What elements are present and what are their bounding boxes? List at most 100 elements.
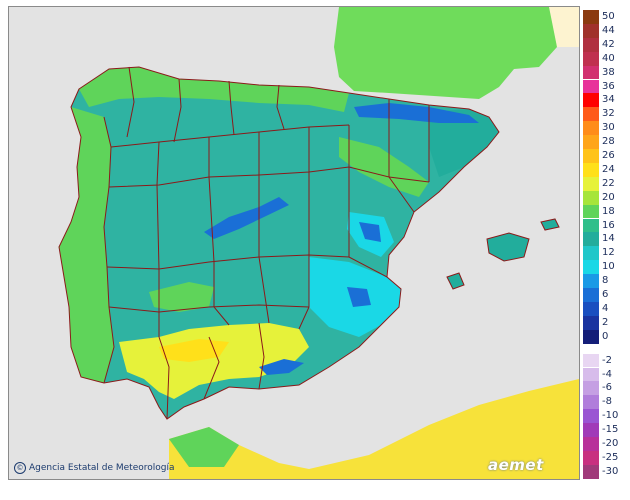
legend-swatch [583, 246, 599, 261]
guadalquivir-hot-zone [159, 339, 229, 362]
legend-label: 14 [602, 233, 615, 245]
legend-swatch [583, 464, 599, 479]
legend-row-negative: -4 [583, 367, 627, 382]
legend-label: 26 [602, 150, 615, 161]
legend-label: -2 [602, 354, 612, 366]
legend-swatch [583, 121, 599, 136]
legend-swatch [583, 395, 599, 410]
legend-swatch [583, 107, 599, 122]
balearic-menorca [541, 219, 559, 230]
levante-cold-spot [347, 287, 371, 307]
legend-row-positive: 44 [583, 23, 627, 38]
legend-label: 40 [602, 52, 615, 64]
legend-swatch [583, 135, 599, 149]
legend-row-positive: 28 [583, 135, 627, 149]
legend-row-positive: 36 [583, 79, 627, 94]
legend-label: 6 [602, 289, 609, 300]
legend-swatch [583, 437, 599, 451]
legend-swatch [583, 288, 599, 302]
legend-row-positive: 50 [583, 10, 627, 24]
central-system-zone [204, 197, 289, 239]
legend-swatch [583, 93, 599, 108]
legend-label: -20 [602, 438, 619, 449]
legend-label: 10 [602, 261, 615, 273]
pyrenees-cold-zone [354, 103, 479, 123]
legend-row-positive: 34 [583, 93, 627, 108]
legend-row-negative: -2 [583, 353, 627, 368]
legend-label: 8 [602, 275, 609, 287]
copyright-icon: © [14, 462, 26, 474]
legend-label: -6 [602, 382, 612, 394]
legend-label: -4 [602, 368, 612, 380]
legend-label: 4 [602, 302, 609, 314]
ebro-valley-zone [339, 137, 429, 197]
legend-swatch [583, 423, 599, 437]
legend-label: 18 [602, 205, 615, 217]
legend-swatch [583, 409, 599, 424]
iberian-system-peak [359, 222, 381, 242]
legend-row-negative: -8 [583, 395, 627, 410]
legend-row-positive: 16 [583, 218, 627, 233]
legend-swatch [583, 149, 599, 163]
legend-label: -8 [602, 396, 612, 408]
legend-row-positive: 6 [583, 288, 627, 302]
legend-row-negative: -20 [583, 437, 627, 451]
legend-row-positive: 18 [583, 204, 627, 219]
portugal-coast-zone [59, 107, 114, 383]
mediterranean-coast-france [549, 7, 579, 47]
legend-swatch [583, 329, 599, 344]
legend-label: 0 [602, 330, 609, 342]
legend-row-positive: 24 [583, 162, 627, 177]
legend-swatch [583, 23, 599, 38]
legend-swatch [583, 450, 599, 465]
catalonia-zone [429, 109, 499, 177]
north-coast-zone [79, 67, 349, 112]
legend-row-positive: 20 [583, 190, 627, 205]
legend-swatch [583, 37, 599, 52]
map-canvas [9, 7, 579, 479]
legend-row-negative: -25 [583, 450, 627, 465]
credit-text: Agencia Estatal de Meteorología [29, 463, 175, 473]
legend-swatch [583, 51, 599, 66]
legend-label: 22 [602, 177, 615, 189]
legend-label: -30 [602, 465, 619, 477]
africa-land [169, 379, 579, 479]
legend-label: 12 [602, 247, 615, 259]
legend-row-positive: 12 [583, 246, 627, 261]
legend-row-positive: 32 [583, 107, 627, 122]
legend-label: -10 [602, 410, 619, 422]
legend-row-positive: 42 [583, 37, 627, 52]
legend-row-positive: 8 [583, 274, 627, 288]
aemet-logo: aemet [488, 456, 544, 474]
legend-label: 16 [602, 219, 615, 231]
legend-label: 32 [602, 108, 615, 120]
legend-label: 36 [602, 80, 615, 92]
legend-label: 2 [602, 316, 609, 328]
legend-label: -25 [602, 451, 619, 463]
legend-label: 24 [602, 163, 615, 175]
legend-swatch [583, 301, 599, 316]
temperature-map [8, 6, 580, 480]
legend-swatch [583, 10, 599, 24]
legend-row-positive: 38 [583, 65, 627, 80]
legend-swatch [583, 381, 599, 396]
legend-swatch [583, 176, 599, 191]
legend-swatch [583, 65, 599, 80]
legend-swatch [583, 260, 599, 275]
legend-row-negative: -15 [583, 423, 627, 437]
france-land [334, 7, 557, 99]
legend-row-positive: 4 [583, 301, 627, 316]
legend-label: 30 [602, 122, 615, 134]
legend-label: 38 [602, 66, 615, 78]
credit-line: © Agencia Estatal de Meteorología [14, 462, 175, 474]
extremadura-zone [149, 282, 214, 312]
legend-label: 50 [602, 11, 615, 22]
legend-swatch [583, 232, 599, 247]
legend-row-negative: -6 [583, 381, 627, 396]
legend-swatch [583, 79, 599, 94]
legend-label: 44 [602, 24, 615, 36]
legend-row-positive: 10 [583, 260, 627, 275]
legend-swatch [583, 204, 599, 219]
legend-label: 34 [602, 94, 615, 106]
legend-row-positive: 26 [583, 149, 627, 163]
